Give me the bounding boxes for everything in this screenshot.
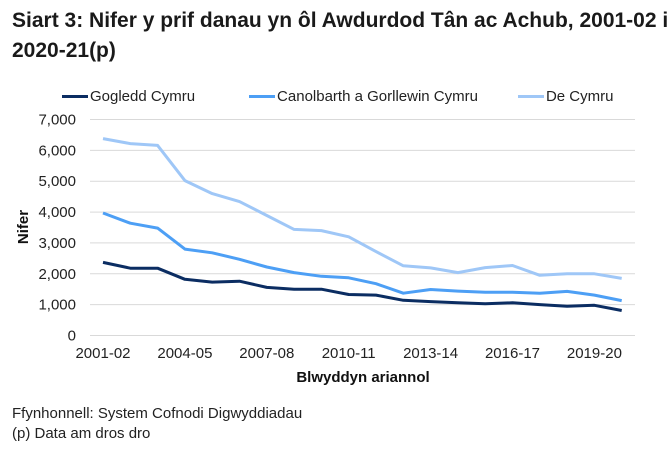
series-line bbox=[102, 260, 622, 312]
provisional-note: (p) Data am dros dro bbox=[12, 425, 151, 442]
legend-label: Gogledd Cymru bbox=[90, 87, 196, 105]
x-tick-label: 2013-14 bbox=[403, 345, 458, 362]
chart-title: Siart 3: Nifer y prif danau yn ôl Awdurd… bbox=[12, 9, 669, 62]
chart-legend: Gogledd Cymru Canolbarth a Gorllewin Cym… bbox=[62, 86, 653, 106]
source-note: Ffynhonnell: System Cofnodi Digwyddiadau bbox=[12, 405, 303, 422]
x-tick-label: 2010-11 bbox=[322, 345, 376, 362]
legend-swatch-canolbarth bbox=[249, 94, 276, 98]
x-tick-label: 2007-08 bbox=[239, 345, 294, 362]
y-tick-label: 6,000 bbox=[38, 142, 76, 159]
legend-item-canolbarth: Canolbarth a Gorllewin Cymru bbox=[249, 88, 478, 105]
y-tick-label: 7,000 bbox=[38, 112, 76, 129]
legend-label: Canolbarth a Gorllewin Cymru bbox=[277, 87, 478, 105]
y-tick-label: 1,000 bbox=[38, 297, 76, 314]
x-tick-label: 2016-17 bbox=[485, 345, 540, 362]
y-tick-label: 5,000 bbox=[38, 173, 76, 190]
x-axis-title: Blwyddyn ariannol bbox=[296, 369, 429, 386]
y-tick-label: 4,000 bbox=[38, 204, 76, 221]
y-tick-label: 3,000 bbox=[38, 235, 76, 252]
x-tick-label: 2001-02 bbox=[75, 345, 130, 362]
y-tick-label: 0 bbox=[68, 328, 76, 345]
legend-label: De Cymru bbox=[545, 87, 614, 105]
series-line bbox=[102, 137, 622, 280]
y-tick-label: 2,000 bbox=[38, 266, 76, 283]
legend-item-de: De Cymru bbox=[517, 87, 614, 105]
y-axis-title: Nifer bbox=[15, 210, 32, 244]
x-tick-label: 2019-20 bbox=[567, 345, 622, 362]
legend-swatch-gogledd bbox=[62, 94, 88, 98]
x-tick-label: 2004-05 bbox=[157, 345, 212, 362]
legend-swatch-de bbox=[517, 94, 544, 98]
gridlines bbox=[90, 119, 635, 336]
y-axis-ticks: 0 1,000 2,000 3,000 4,000 5,000 6,000 7,000 bbox=[38, 112, 76, 345]
data-lines bbox=[102, 137, 622, 312]
chart-footer: Ffynhonnell: System Cofnodi Digwyddiadau… bbox=[12, 404, 302, 444]
x-axis-ticks: 2001-02 2004-05 2007-08 2010-11 2013-14 2016-… bbox=[75, 345, 621, 362]
series-line bbox=[102, 211, 622, 303]
legend-item-gogledd: Gogledd Cymru bbox=[62, 88, 195, 105]
